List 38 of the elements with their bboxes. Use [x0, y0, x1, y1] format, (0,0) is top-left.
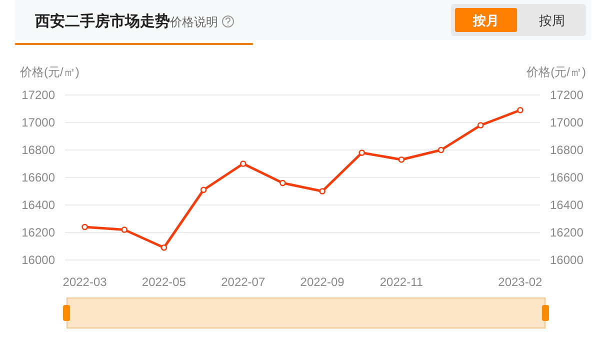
x-tick-label: 2022-11: [380, 275, 424, 289]
point: [280, 180, 286, 186]
x-tick-label: 2023-02: [498, 275, 543, 289]
point: [477, 122, 484, 128]
point: [319, 188, 326, 194]
point: [358, 150, 366, 156]
text: 按月: [472, 13, 499, 28]
y-tick-label: 16000: [22, 253, 56, 267]
y-tick-label: 16600: [22, 170, 56, 184]
y-tick-label: 16400: [22, 198, 56, 212]
y2-tick-label: 17200: [550, 88, 584, 102]
point: [121, 226, 128, 233]
y2-tick-label: 17000: [550, 116, 584, 130]
x-tick-label: 2022-07: [221, 275, 266, 289]
y-tick-label: 17200: [22, 88, 56, 102]
point: [438, 146, 444, 154]
x-tick-label: 2022-05: [142, 275, 186, 289]
x-tick-label: 2022-03: [62, 275, 108, 289]
x-tick-label: 2022-09: [300, 275, 345, 289]
chart-subtitle: 价格说明: [169, 15, 218, 29]
point: [82, 224, 88, 230]
point: [200, 186, 207, 194]
chart-title: 西安二手房市场走势: [34, 12, 170, 30]
point: [398, 156, 405, 163]
text: 按周: [539, 13, 565, 28]
y2-tick-label: 16000: [550, 253, 584, 267]
y2-tick-label: 16200: [550, 226, 584, 240]
y-tick-label: 16200: [22, 226, 56, 240]
point: [517, 106, 524, 114]
y2-tick-label: 16800: [550, 143, 584, 157]
y-axis-title: 价格(元/㎡): [19, 65, 80, 79]
y2-axis-title: 价格(元/㎡): [526, 65, 586, 79]
y-tick-label: 17000: [22, 116, 56, 130]
y2-tick-label: 16400: [550, 198, 584, 212]
point: [160, 244, 168, 251]
y2-tick-label: 16600: [550, 170, 584, 184]
y-tick-label: 16800: [22, 143, 56, 157]
point: [240, 160, 246, 167]
